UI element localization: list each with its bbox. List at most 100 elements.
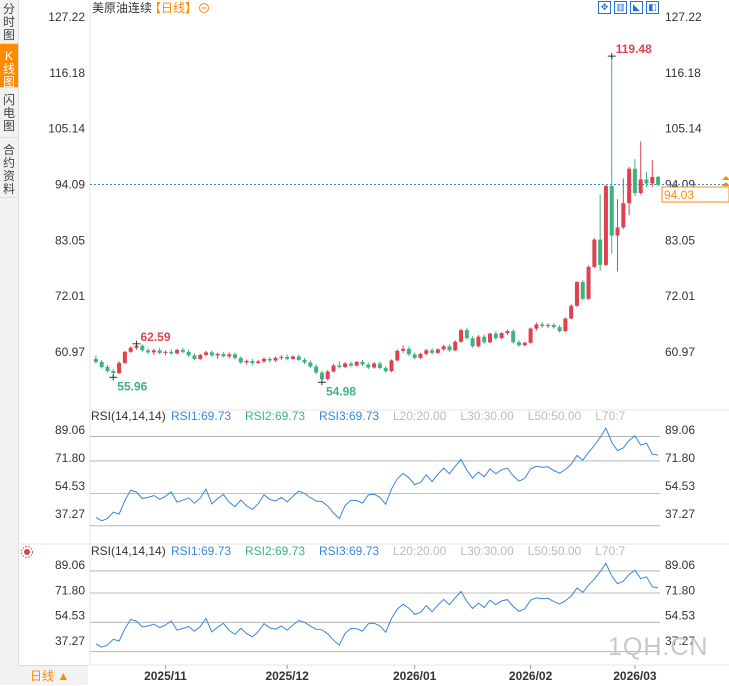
price-tick-label-right: 83.05 <box>665 233 695 247</box>
rsi-legend: RSI(14,14,14) RSI1:69.73 RSI2:69.73 RSI3:69… <box>91 544 626 558</box>
candle-body <box>227 354 232 357</box>
tab-shandian[interactable]: 闪电图 <box>0 88 18 138</box>
tab-label: 闪电图 <box>2 93 15 133</box>
rsi-tick-label-left: 37.27 <box>55 634 85 648</box>
price-annotations: 119.48 62.59 55.96 54.98 <box>109 42 652 398</box>
candle-body <box>412 354 417 358</box>
candle-body <box>105 367 110 372</box>
rsi-legend: RSI(14,14,14) RSI1:69.73 RSI2:69.73 RSI3:69… <box>91 409 626 423</box>
indicator-icon[interactable]: ◣ <box>630 1 643 14</box>
tab-label: 合约资料 <box>2 143 15 196</box>
chart-toolbar: ✥ ▥ ◣ ◧ <box>598 1 659 14</box>
arrow-up-icon <box>722 176 729 180</box>
price-tick-label-right: 116.18 <box>665 66 701 80</box>
candle-body <box>146 350 151 353</box>
candle-body <box>517 342 521 346</box>
candle-body <box>128 347 133 352</box>
rsi-legend-title: RSI(14,14,14) <box>91 544 166 558</box>
candle-body <box>447 346 452 351</box>
candle-body <box>238 357 243 363</box>
candle-body <box>522 342 527 346</box>
candle-body <box>656 176 661 185</box>
rsi-tick-label-right: 54.53 <box>665 479 695 493</box>
candle-body <box>250 360 255 363</box>
candle-body <box>441 346 446 350</box>
candle-body <box>308 362 313 367</box>
rsi-tick-label-right: 89.06 <box>665 423 695 437</box>
candle-body <box>383 368 388 372</box>
rsi-tick-label-right: 37.27 <box>665 507 695 521</box>
candle-body <box>198 354 203 359</box>
candle-body <box>93 358 98 362</box>
candle-body <box>551 325 556 328</box>
candle-body <box>186 351 191 356</box>
rsi-tick-label-left: 54.53 <box>55 609 85 623</box>
date-tick-label: 2025/12 <box>265 669 309 683</box>
date-tick-label: 2025/11 <box>144 669 187 683</box>
candle-body <box>418 353 423 358</box>
price-tick-label-left: 127.22 <box>48 10 85 24</box>
candle-body <box>603 185 608 265</box>
candle-body <box>650 176 655 184</box>
candle-body <box>117 362 122 374</box>
candle-body <box>592 239 597 267</box>
rsi-legend-item: L50:50.00 <box>528 409 582 423</box>
date-axis: 2025/11 2025/12 2026/01 2026/02 2026/03 <box>144 665 657 683</box>
candle-body <box>273 357 278 361</box>
price-tick-label-left: 94.09 <box>55 178 85 192</box>
candle-body <box>360 361 365 365</box>
candle-body <box>424 350 429 354</box>
candle-body <box>406 348 411 355</box>
candle-body <box>319 372 324 380</box>
tab-fenshi[interactable]: 分时图 <box>0 0 18 44</box>
candle-body <box>233 354 237 358</box>
rsi-legend-item: L70:7 <box>595 409 625 423</box>
rsi-legend-item: L70:7 <box>595 544 625 558</box>
rsi-legend-item: RSI1:69.73 <box>171 409 231 423</box>
rsi-axis: 89.06 89.06 71.80 71.80 54.53 54.53 37.27 37.27 <box>55 423 695 527</box>
candle-body <box>563 318 568 332</box>
rsi-legend-item: L30:30.00 <box>460 409 514 423</box>
rsi-legend-item: RSI1:69.73 <box>171 544 231 558</box>
rsi-tick-label-left: 89.06 <box>55 423 85 437</box>
layout-icon[interactable]: ▥ <box>614 1 627 14</box>
price-axis: 127.22 127.22 116.18 116.18 105.14 105.14 94.0… <box>48 10 702 359</box>
candle-body <box>175 349 180 354</box>
candle-body <box>169 351 174 354</box>
rsi-tick-label-left: 71.80 <box>55 451 85 465</box>
rsi-tick-label-left: 54.53 <box>55 479 85 493</box>
rsi-legend-title: RSI(14,14,14) <box>91 409 166 423</box>
period-label[interactable]: 【日线】 <box>149 1 197 15</box>
candle-body <box>244 360 249 363</box>
instrument-title: 美原油连续 <box>92 0 152 15</box>
candle-body <box>343 363 348 368</box>
period-selector-button[interactable]: 日线 ▲ <box>18 665 88 685</box>
rsi-legend-item: L20:20.00 <box>393 409 447 423</box>
rsi-legend-item: RSI3:69.73 <box>319 544 379 558</box>
candle-body <box>609 185 614 236</box>
rsi-legend-item: L50:50.00 <box>528 544 582 558</box>
candle-body <box>545 325 550 327</box>
rsi-tick-label-right: 89.06 <box>665 558 695 572</box>
candle-body <box>621 203 626 228</box>
candle-body <box>435 349 440 353</box>
back-icon[interactable]: ◧ <box>646 1 659 14</box>
candle-body <box>569 305 574 319</box>
candle-body <box>99 361 104 368</box>
tab-contract-info[interactable]: 合约资料 <box>0 138 18 198</box>
candle-body <box>540 324 545 327</box>
candle-body <box>644 179 649 184</box>
candle-body <box>528 328 533 343</box>
rsi-tick-label-left: 37.27 <box>55 507 85 521</box>
annotation-label: 62.59 <box>140 330 170 344</box>
minus-circle-icon[interactable] <box>199 3 209 13</box>
sun-icon[interactable] <box>21 546 33 558</box>
price-tick-label-right: 105.14 <box>665 122 702 136</box>
watermark: 1QH.CN <box>608 633 709 661</box>
current-price-marker: 94.03 <box>661 176 729 203</box>
fullscreen-icon[interactable]: ✥ <box>598 1 611 14</box>
candle-body <box>389 360 394 372</box>
candle-body <box>366 364 371 368</box>
